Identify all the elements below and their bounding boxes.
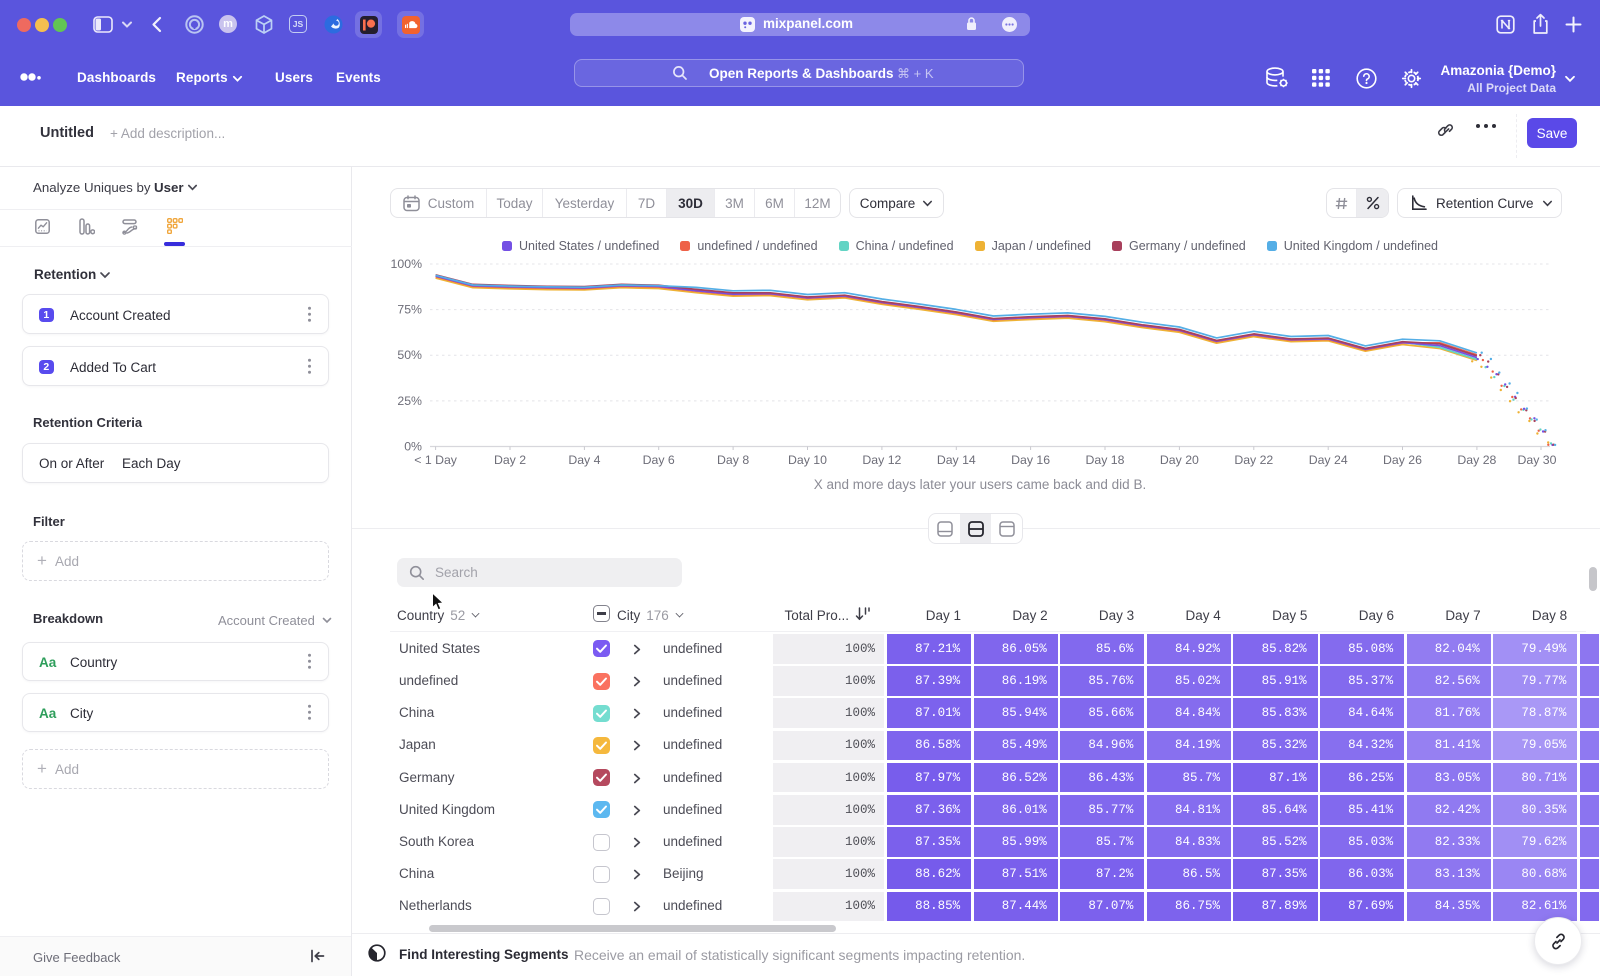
svg-text:Day 20: Day 20 bbox=[1160, 453, 1199, 467]
svg-text:Day 30: Day 30 bbox=[1518, 453, 1557, 467]
svg-text:Day 10: Day 10 bbox=[788, 453, 827, 467]
svg-text:Day 28: Day 28 bbox=[1457, 453, 1496, 467]
svg-text:Day 16: Day 16 bbox=[1011, 453, 1050, 467]
svg-text:< 1 Day: < 1 Day bbox=[414, 453, 458, 467]
svg-text:Day 4: Day 4 bbox=[568, 453, 600, 467]
svg-text:Day 24: Day 24 bbox=[1309, 453, 1348, 467]
svg-text:Day 14: Day 14 bbox=[937, 453, 976, 467]
svg-text:0%: 0% bbox=[404, 440, 422, 454]
svg-text:Day 18: Day 18 bbox=[1086, 453, 1125, 467]
svg-text:25%: 25% bbox=[397, 394, 422, 408]
svg-text:100%: 100% bbox=[391, 258, 423, 271]
svg-text:Day 2: Day 2 bbox=[494, 453, 526, 467]
svg-text:Day 26: Day 26 bbox=[1383, 453, 1422, 467]
svg-text:50%: 50% bbox=[397, 348, 422, 362]
svg-text:Day 8: Day 8 bbox=[717, 453, 749, 467]
svg-text:Day 22: Day 22 bbox=[1234, 453, 1273, 467]
svg-text:Day 6: Day 6 bbox=[643, 453, 675, 467]
svg-text:Day 12: Day 12 bbox=[862, 453, 901, 467]
svg-text:75%: 75% bbox=[397, 303, 422, 317]
